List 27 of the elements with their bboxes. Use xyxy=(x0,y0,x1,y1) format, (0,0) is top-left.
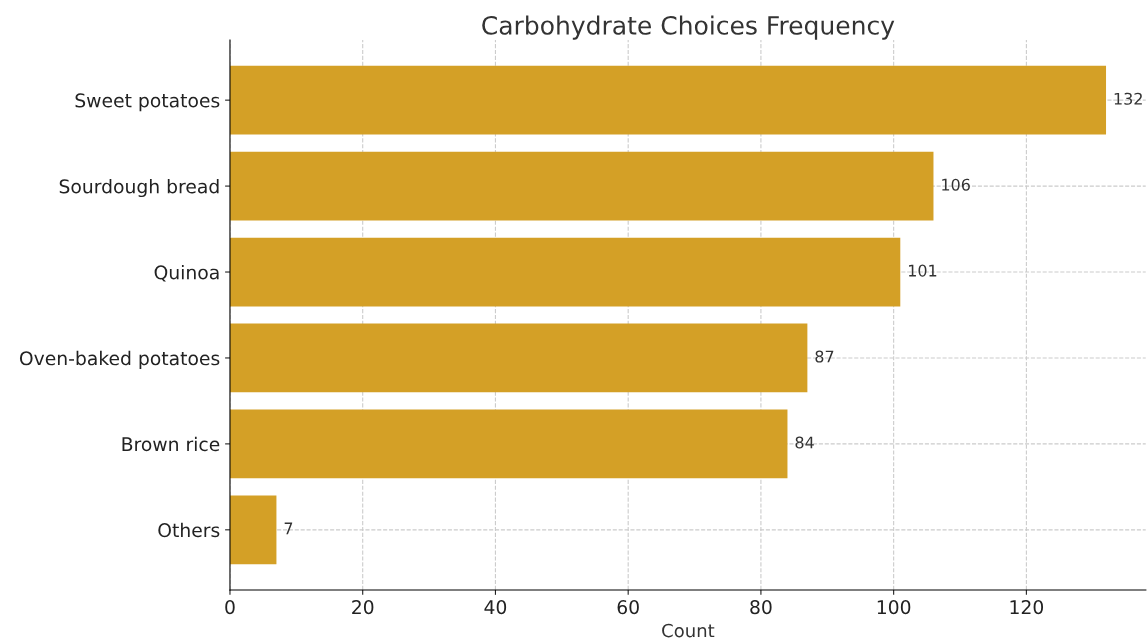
x-tick-label: 60 xyxy=(617,600,639,615)
y-tick-label: Sweet potatoes xyxy=(75,93,220,112)
bar xyxy=(229,65,1107,135)
x-tick-label: 80 xyxy=(750,600,772,615)
bar xyxy=(229,495,277,565)
bar xyxy=(229,323,808,393)
y-tick-label: Quinoa xyxy=(154,264,219,282)
chart-title: Carbohydrate Choices Frequency xyxy=(482,15,895,40)
data-label: 106 xyxy=(942,178,970,191)
y-tick-label: Brown rice xyxy=(122,436,220,452)
bar xyxy=(229,237,901,307)
y-tick-label: Sourdough bread xyxy=(59,178,219,198)
x-axis-title: Count xyxy=(662,623,715,638)
x-tick-label: 120 xyxy=(1010,600,1044,615)
x-tick-label: 100 xyxy=(877,600,911,615)
data-label: 101 xyxy=(908,264,937,277)
data-label: 87 xyxy=(815,350,834,363)
x-tick-label: 0 xyxy=(225,600,235,615)
y-tick-label: Others xyxy=(158,522,220,538)
data-label: 84 xyxy=(795,436,814,449)
x-tick-label: 20 xyxy=(352,600,374,615)
data-label: 7 xyxy=(284,522,293,535)
x-tick-label: 40 xyxy=(484,600,507,615)
y-tick-label: Oven-baked potatoes xyxy=(19,350,220,369)
bar xyxy=(229,409,788,479)
data-label: 132 xyxy=(1114,92,1142,105)
bar xyxy=(229,151,934,221)
